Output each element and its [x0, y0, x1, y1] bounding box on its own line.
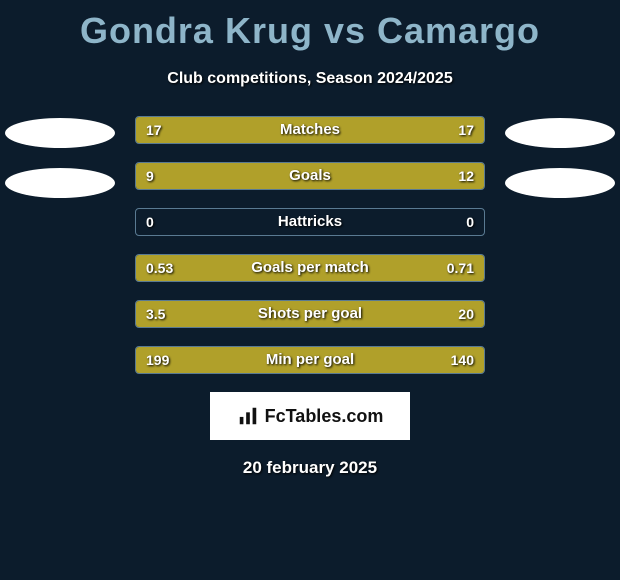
- oval-placeholder: [5, 168, 115, 198]
- date-label: 20 february 2025: [0, 458, 620, 478]
- comparison-bars: 1717Matches 912Goals 00Hattricks 0.530.71Go…: [135, 116, 485, 374]
- player-badge-right: [500, 118, 620, 218]
- stat-label: Hattricks: [136, 209, 484, 235]
- subtitle: Club competitions, Season 2024/2025: [0, 70, 620, 88]
- stat-row: 3.520Shots per goal: [135, 300, 485, 328]
- chart-icon: [237, 405, 259, 427]
- stat-label: Min per goal: [136, 347, 484, 373]
- player-badge-left: [0, 118, 120, 218]
- stat-row: 0.530.71Goals per match: [135, 254, 485, 282]
- stat-label: Matches: [136, 117, 484, 143]
- stat-row: 1717Matches: [135, 116, 485, 144]
- stat-label: Goals: [136, 163, 484, 189]
- stat-row: 912Goals: [135, 162, 485, 190]
- stat-label: Goals per match: [136, 255, 484, 281]
- stat-label: Shots per goal: [136, 301, 484, 327]
- stat-row: 199140Min per goal: [135, 346, 485, 374]
- stat-row: 00Hattricks: [135, 208, 485, 236]
- page-title: Gondra Krug vs Camargo: [0, 0, 620, 52]
- logo-text: FcTables.com: [265, 406, 384, 427]
- oval-placeholder: [5, 118, 115, 148]
- oval-placeholder: [505, 168, 615, 198]
- fctables-logo: FcTables.com: [210, 392, 410, 440]
- oval-placeholder: [505, 118, 615, 148]
